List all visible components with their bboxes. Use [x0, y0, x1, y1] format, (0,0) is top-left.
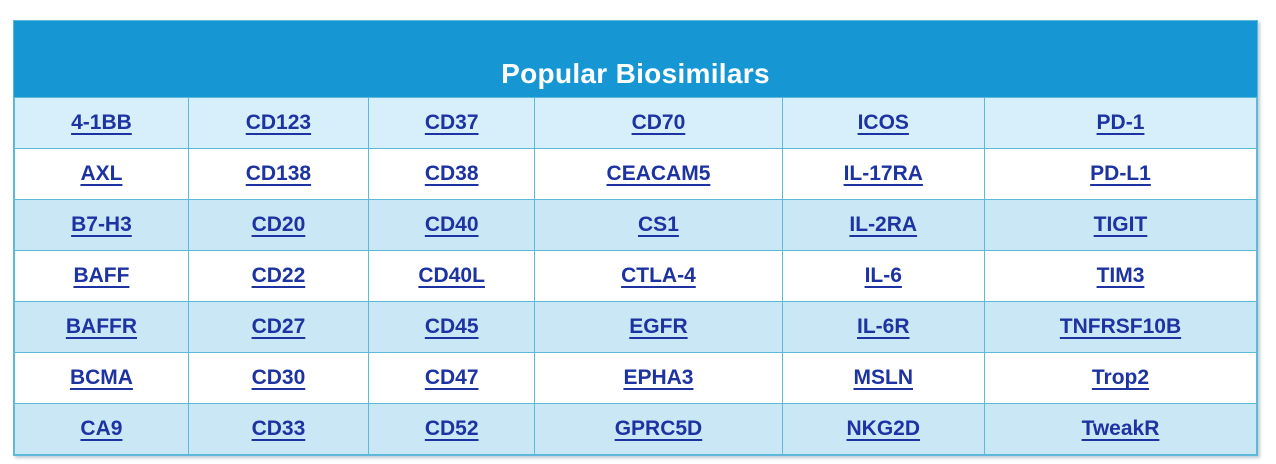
biosimilar-link[interactable]: IL-6R	[857, 315, 910, 338]
biosimilar-link[interactable]: CD70	[631, 111, 686, 134]
table-cell: CD20	[187, 199, 369, 251]
table-title-bar: Popular Biosimilars	[14, 21, 1257, 97]
biosimilar-link[interactable]: CD20	[251, 213, 306, 236]
table-cell: IL-2RA	[781, 199, 985, 251]
biosimilar-link[interactable]: Trop2	[1091, 366, 1150, 389]
table-row: BAFFR CD27 CD45 EGFR IL-6R TNFRSF10B	[14, 301, 1258, 353]
biosimilar-link[interactable]: CTLA-4	[621, 264, 696, 287]
table-cell: CD45	[367, 301, 536, 353]
table-cell: B7-H3	[14, 199, 189, 251]
table-cell: ICOS	[781, 97, 985, 149]
table-cell: BAFF	[14, 250, 189, 302]
table-cell: CD27	[187, 301, 369, 353]
table-row: BCMA CD30 CD47 EPHA3 MSLN Trop2	[14, 352, 1258, 404]
table-row: 4-1BB CD123 CD37 CD70 ICOS PD-1	[14, 97, 1258, 149]
biosimilar-link[interactable]: CS1	[638, 213, 679, 236]
biosimilar-link[interactable]: NKG2D	[846, 417, 920, 440]
biosimilar-link[interactable]: CD40L	[418, 264, 485, 287]
table-row: AXL CD138 CD38 CEACAM5 IL-17RA PD-L1	[14, 148, 1258, 200]
biosimilar-link[interactable]: CD37	[424, 111, 479, 134]
table-cell: TIM3	[983, 250, 1258, 302]
table-cell: CD70	[534, 97, 783, 149]
table-cell: PD-L1	[983, 148, 1258, 200]
biosimilar-link[interactable]: CD27	[251, 315, 306, 338]
biosimilar-link[interactable]: MSLN	[853, 366, 914, 389]
biosimilar-link[interactable]: AXL	[80, 162, 123, 185]
popular-biosimilars-table: Popular Biosimilars 4-1BB CD123 CD37 CD7…	[13, 20, 1258, 456]
biosimilar-link[interactable]: CD52	[424, 417, 479, 440]
table-cell: PD-1	[983, 97, 1258, 149]
table-cell: NKG2D	[781, 403, 985, 455]
biosimilar-link[interactable]: TIGIT	[1093, 213, 1148, 236]
biosimilar-link[interactable]: CD38	[424, 162, 479, 185]
biosimilar-link[interactable]: ICOS	[857, 111, 909, 134]
table-title: Popular Biosimilars	[501, 58, 770, 90]
table-cell: BCMA	[14, 352, 189, 404]
biosimilar-link[interactable]: EGFR	[629, 315, 688, 338]
table-cell: CD52	[367, 403, 536, 455]
biosimilar-link[interactable]: 4-1BB	[71, 111, 132, 134]
biosimilar-link[interactable]: CD30	[251, 366, 306, 389]
biosimilar-link[interactable]: TNFRSF10B	[1059, 315, 1182, 338]
table-cell: CD40L	[367, 250, 536, 302]
table-cell: CD22	[187, 250, 369, 302]
table-row: B7-H3 CD20 CD40 CS1 IL-2RA TIGIT	[14, 199, 1258, 251]
biosimilar-link[interactable]: CD22	[251, 264, 306, 287]
table-row: CA9 CD33 CD52 GPRC5D NKG2D TweakR	[14, 403, 1258, 455]
biosimilar-link[interactable]: GPRC5D	[614, 417, 703, 440]
biosimilar-link[interactable]: TIM3	[1096, 264, 1145, 287]
table-cell: TNFRSF10B	[983, 301, 1258, 353]
table-cell: CD30	[187, 352, 369, 404]
biosimilar-link[interactable]: B7-H3	[71, 213, 132, 236]
biosimilar-link[interactable]: CD123	[245, 111, 312, 134]
table-cell: CS1	[534, 199, 783, 251]
table-cell: IL-6R	[781, 301, 985, 353]
table-cell: GPRC5D	[534, 403, 783, 455]
table-cell: TweakR	[983, 403, 1258, 455]
biosimilar-link[interactable]: CEACAM5	[606, 162, 711, 185]
table-cell: CD40	[367, 199, 536, 251]
biosimilars-grid: 4-1BB CD123 CD37 CD70 ICOS PD-1 AXL CD13…	[14, 97, 1258, 455]
table-cell: CD123	[187, 97, 369, 149]
biosimilar-link[interactable]: BAFF	[73, 264, 130, 287]
biosimilar-link[interactable]: PD-1	[1096, 111, 1145, 134]
table-cell: IL-6	[781, 250, 985, 302]
table-cell: CD138	[187, 148, 369, 200]
biosimilar-link[interactable]: IL-6	[864, 264, 902, 287]
table-cell: CTLA-4	[534, 250, 783, 302]
table-cell: MSLN	[781, 352, 985, 404]
table-cell: CEACAM5	[534, 148, 783, 200]
table-cell: CD47	[367, 352, 536, 404]
table-cell: CA9	[14, 403, 189, 455]
table-row: BAFF CD22 CD40L CTLA-4 IL-6 TIM3	[14, 250, 1258, 302]
biosimilar-link[interactable]: BCMA	[69, 366, 133, 389]
table-cell: IL-17RA	[781, 148, 985, 200]
biosimilar-link[interactable]: CD45	[424, 315, 479, 338]
table-cell: Trop2	[983, 352, 1258, 404]
table-cell: AXL	[14, 148, 189, 200]
biosimilar-link[interactable]: IL-17RA	[843, 162, 923, 185]
table-cell: EPHA3	[534, 352, 783, 404]
biosimilar-link[interactable]: CD47	[424, 366, 479, 389]
biosimilar-link[interactable]: EPHA3	[623, 366, 694, 389]
biosimilar-link[interactable]: BAFFR	[65, 315, 138, 338]
biosimilar-link[interactable]: TweakR	[1081, 417, 1160, 440]
table-cell: CD37	[367, 97, 536, 149]
table-cell: BAFFR	[14, 301, 189, 353]
table-cell: 4-1BB	[14, 97, 189, 149]
table-cell: CD38	[367, 148, 536, 200]
biosimilar-link[interactable]: PD-L1	[1090, 162, 1151, 185]
biosimilar-link[interactable]: CD138	[245, 162, 312, 185]
table-cell: CD33	[187, 403, 369, 455]
table-cell: TIGIT	[983, 199, 1258, 251]
biosimilar-link[interactable]: CA9	[80, 417, 123, 440]
biosimilar-link[interactable]: CD40	[424, 213, 479, 236]
biosimilar-link[interactable]: IL-2RA	[849, 213, 918, 236]
table-cell: EGFR	[534, 301, 783, 353]
biosimilar-link[interactable]: CD33	[251, 417, 306, 440]
